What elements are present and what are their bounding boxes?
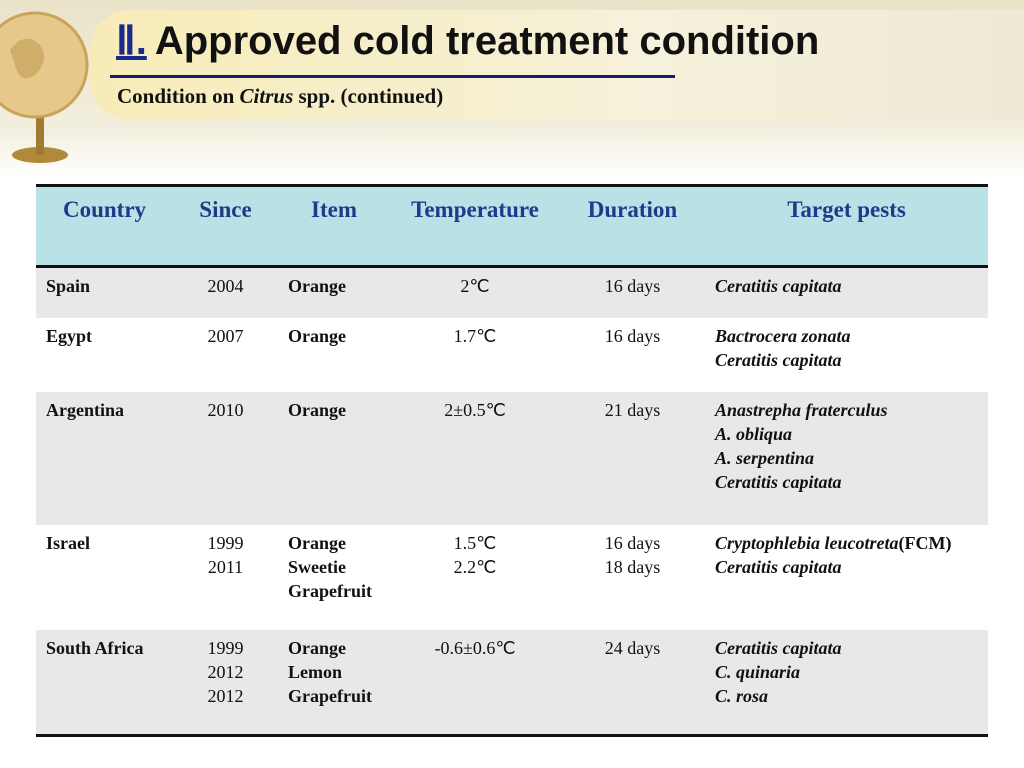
title-rule [110, 75, 675, 78]
pest: Anastrepha fraterculus [715, 399, 888, 420]
temperature-cell: 1.5℃ 2.2℃ [390, 525, 560, 630]
pest: Ceratitis capitata [715, 349, 842, 370]
pest: Ceratitis capitata [715, 556, 842, 577]
since-cell: 2007 [173, 318, 278, 392]
temperature-cell: -0.6±0.6℃ [390, 629, 560, 737]
item: Orange [288, 325, 346, 346]
temperature: 2℃ [460, 276, 490, 296]
pests-cell: Cryptophlebia leucotreta(FCM) Ceratitis c… [705, 525, 988, 630]
country-cell: Israel [46, 532, 90, 553]
temperature-cell: 1.7℃ [390, 318, 560, 392]
pests-cell: Ceratitis capitata C. quinaria C. rosa [705, 629, 988, 737]
country-cell: Argentina [36, 391, 173, 525]
treatment-table: Country Since Item Temperature Duration Targe… [36, 184, 988, 737]
duration: 18 days [604, 556, 661, 577]
duration: 16 days [604, 276, 661, 296]
item-cell: Orange Lemon Grapefruit [278, 629, 390, 737]
pest: A. obliqua [715, 423, 793, 444]
country-cell: Spain [36, 266, 173, 318]
since-cell: 2004 [173, 266, 278, 318]
year: 1999 [207, 637, 244, 658]
duration-cell: 16 days [560, 266, 705, 318]
item-cell: Orange [278, 266, 390, 318]
subtitle-text: Condition on [117, 84, 235, 108]
column-header: Target pests [705, 184, 988, 268]
year: 2010 [207, 399, 244, 420]
temperature-cell: 2℃ [390, 266, 560, 318]
column-header: Country [36, 184, 173, 268]
pest: Ceratitis capitata [715, 637, 842, 658]
subtitle-italic: Citrus [239, 84, 294, 108]
column-header: Temperature [390, 184, 560, 268]
temperature: 1.5℃ [453, 532, 497, 553]
country-cell: South Africa [36, 629, 173, 737]
subtitle-text: spp. (continued) [298, 84, 444, 108]
year: 2007 [207, 325, 244, 346]
duration: 16 days [604, 532, 661, 553]
item-cell: Orange Sweetie Grapefruit [278, 525, 390, 630]
item: Sweetie [288, 556, 346, 577]
table-row: Israel 1999 2011 Orange Sweetie Grapefruit 1.5… [36, 525, 988, 630]
since-cell: 1999 2012 2012 [173, 629, 278, 737]
since-cell: 1999 2011 [173, 525, 278, 630]
pest-name: Cryptophlebia leucotreta [715, 532, 899, 553]
item: Orange [288, 276, 346, 296]
pest: Ceratitis capitata [715, 276, 842, 296]
duration: 24 days [604, 637, 661, 658]
header-row: Country Since Item Temperature Duration Targe… [36, 184, 988, 268]
column-header: Item [278, 184, 390, 268]
since-cell: 2010 [173, 391, 278, 525]
globe-icon [0, 11, 89, 163]
table-row: Spain 2004 Orange 2℃ 16 days Ceratitis capita… [36, 266, 988, 318]
pests-cell: Anastrepha fraterculus A. obliqua A. serpe… [705, 391, 988, 525]
duration-cell: 16 days [560, 318, 705, 392]
pest: Cryptophlebia leucotreta(FCM) [715, 531, 978, 555]
header-band [90, 10, 1024, 120]
duration: 21 days [604, 399, 661, 420]
pest: C. rosa [715, 685, 769, 706]
year: 1999 [207, 532, 244, 553]
item-cell: Orange [278, 391, 390, 525]
item: Lemon [288, 661, 342, 682]
pest: A. serpentina [715, 447, 815, 468]
table-row: Egypt 2007 Orange 1.7℃ 16 days Bactrocera zon… [36, 318, 988, 392]
title-text: Approved cold treatment condition [154, 19, 820, 63]
pests-cell: Ceratitis capitata [705, 266, 988, 318]
temperature-cell: 2±0.5℃ [390, 391, 560, 525]
year: 2012 [207, 685, 244, 706]
item: Grapefruit [288, 685, 372, 706]
year: 2004 [207, 276, 244, 296]
item: Orange [288, 637, 346, 658]
pest: Bactrocera zonata [715, 325, 851, 346]
duration-cell: 24 days [560, 629, 705, 737]
column-header: Duration [560, 184, 705, 268]
pest: Ceratitis capitata [715, 471, 842, 492]
item: Orange [288, 399, 346, 420]
temperature: -0.6±0.6℃ [434, 637, 516, 658]
subtitle: Condition on Citrus spp. (continued) [117, 84, 443, 109]
year: 2012 [207, 661, 244, 682]
title: Ⅱ. Approved cold treatment condition [116, 18, 819, 64]
country-cell: Egypt [46, 325, 93, 346]
table-row: South Africa 1999 2012 2012 Orange Lemon Grape… [36, 629, 988, 737]
item: Grapefruit [288, 580, 372, 601]
pests-cell: Bactrocera zonata Ceratitis capitata [705, 318, 988, 392]
table-row: Argentina 2010 Orange 2±0.5℃ 21 days Anastrep… [36, 391, 988, 525]
duration: 16 days [604, 325, 661, 346]
section-numeral: Ⅱ. [116, 19, 147, 63]
pest-note: (FCM) [898, 532, 952, 553]
item: Orange [288, 532, 346, 553]
temperature: 2.2℃ [453, 556, 497, 577]
duration-cell: 21 days [560, 391, 705, 525]
pest: C. quinaria [715, 661, 801, 682]
year: 2011 [207, 556, 244, 577]
column-header: Since [173, 184, 278, 268]
duration-cell: 16 days 18 days [560, 525, 705, 630]
temperature: 2±0.5℃ [444, 399, 506, 420]
item-cell: Orange [278, 318, 390, 392]
temperature: 1.7℃ [453, 325, 497, 346]
